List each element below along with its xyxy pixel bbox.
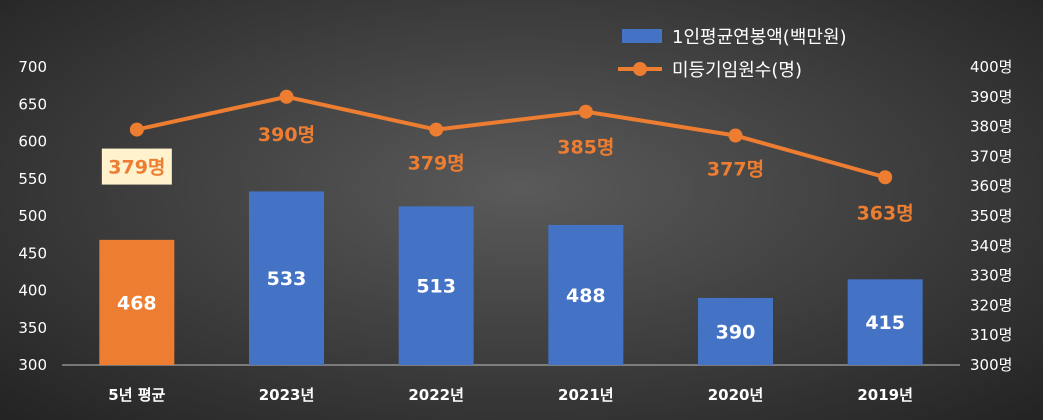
right-axis-tick-label: 360명 bbox=[970, 177, 1012, 195]
bar-data-label: 513 bbox=[416, 276, 456, 298]
legend-bar-label: 1인평균연봉액(백만원) bbox=[672, 27, 847, 48]
line-data-label: 379명 bbox=[108, 157, 165, 179]
x-axis-category-label: 5년 평균 bbox=[108, 386, 165, 404]
bar bbox=[249, 191, 324, 365]
right-axis-tick-label: 380명 bbox=[970, 118, 1012, 136]
bar-data-label: 488 bbox=[566, 285, 606, 307]
x-axis: 5년 평균 2023년 2022년 2021년 2020년 2019년 bbox=[108, 386, 913, 404]
line-point bbox=[878, 170, 893, 185]
line-data-label: 363명 bbox=[857, 202, 914, 224]
bar-data-label: 415 bbox=[865, 312, 905, 334]
bar-data-labels: 468 533 513 488 390 415 bbox=[117, 268, 905, 343]
bar-data-label: 533 bbox=[267, 268, 307, 290]
line-data-label: 390명 bbox=[258, 124, 315, 146]
line-point bbox=[578, 104, 593, 119]
line-data-label: 379명 bbox=[408, 153, 465, 175]
bar-series bbox=[99, 191, 923, 365]
left-axis-tick-label: 500 bbox=[18, 207, 47, 225]
right-axis-tick-label: 330명 bbox=[970, 267, 1012, 285]
left-axis: 300 350 400 450 500 550 600 650 700 bbox=[18, 58, 47, 374]
line-point bbox=[429, 122, 444, 137]
left-axis-tick-label: 600 bbox=[18, 133, 47, 151]
bar bbox=[548, 224, 624, 365]
x-axis-category-label: 2023년 bbox=[259, 386, 315, 404]
left-axis-tick-label: 450 bbox=[18, 244, 47, 262]
line-point bbox=[129, 122, 144, 137]
left-axis-tick-label: 700 bbox=[18, 58, 47, 76]
right-axis: 300명 310명 320명 330명 340명 350명 360명 370명 380명 390명… bbox=[970, 58, 1012, 374]
legend-bar-swatch bbox=[622, 29, 662, 43]
line-series bbox=[129, 89, 893, 185]
left-axis-tick-label: 650 bbox=[18, 95, 47, 113]
line-data-labels: 379명 390명 379명 385명 377명 363명 bbox=[101, 124, 914, 224]
legend-line-marker bbox=[633, 62, 647, 76]
left-axis-tick-label: 300 bbox=[18, 356, 47, 374]
x-axis-category-label: 2022년 bbox=[408, 386, 464, 404]
series-line bbox=[136, 94, 886, 180]
line-label-highlight bbox=[101, 148, 172, 185]
x-axis-category-label: 2020년 bbox=[708, 386, 764, 404]
right-axis-tick-label: 400명 bbox=[970, 58, 1012, 76]
left-axis-tick-label: 400 bbox=[18, 282, 47, 300]
right-axis-tick-label: 370명 bbox=[970, 147, 1012, 165]
line-data-label: 385명 bbox=[557, 137, 614, 159]
bar bbox=[99, 239, 175, 365]
bar-data-label: 390 bbox=[716, 321, 756, 343]
line-data-label: 377명 bbox=[707, 159, 764, 181]
right-axis-tick-label: 340명 bbox=[970, 237, 1012, 255]
x-axis-category-label: 2021년 bbox=[558, 386, 614, 404]
left-axis-tick-label: 550 bbox=[18, 170, 47, 188]
bar-data-label: 468 bbox=[117, 292, 157, 314]
right-axis-tick-label: 300명 bbox=[970, 356, 1012, 374]
right-axis-tick-label: 390명 bbox=[970, 88, 1012, 106]
right-axis-tick-label: 310명 bbox=[970, 326, 1012, 344]
x-axis-category-label: 2019년 bbox=[857, 386, 913, 404]
left-axis-tick-label: 350 bbox=[18, 319, 47, 337]
legend: 1인평균연봉액(백만원) 미등기임원수(명) bbox=[618, 27, 847, 81]
legend-line-label: 미등기임원수(명) bbox=[672, 60, 802, 81]
right-axis-tick-label: 320명 bbox=[970, 296, 1012, 314]
bar bbox=[398, 206, 474, 365]
bar bbox=[847, 279, 923, 365]
right-axis-tick-label: 350명 bbox=[970, 207, 1012, 225]
line-point bbox=[728, 128, 743, 143]
line-point bbox=[279, 89, 294, 104]
bar bbox=[698, 297, 773, 365]
